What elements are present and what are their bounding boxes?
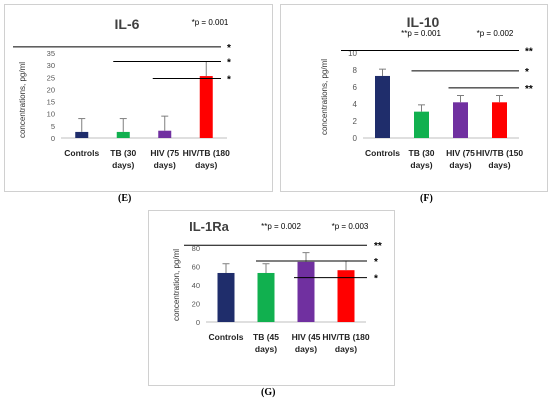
- category-label: days): [449, 160, 471, 170]
- y-tick-label: 30: [47, 61, 55, 70]
- bar-4: [337, 270, 355, 322]
- chart-panel-il10: IL-10 **p = 0.001 *p = 0.002 concentrations…: [280, 4, 548, 192]
- y-tick-label: 10: [47, 110, 55, 119]
- category-label: HIV/TB (180: [322, 332, 370, 342]
- y-tick-label: 15: [47, 98, 55, 107]
- y-axis-label: concentration, pg/ml: [172, 249, 181, 321]
- category-label: HIV (75: [150, 148, 179, 158]
- p-value-label: *p = 0.001: [192, 18, 229, 27]
- chart-panel-il1ra: IL-1Ra **p = 0.002 *p = 0.003 concentration…: [148, 210, 395, 386]
- p-value-label: **p = 0.001: [401, 29, 441, 38]
- bar-1: [217, 272, 235, 322]
- y-axis-label: concentrations, pg/ml: [18, 62, 27, 138]
- category-label: Controls: [64, 148, 99, 158]
- chart-title: IL-1Ra: [189, 219, 230, 234]
- category-label: days): [195, 160, 217, 170]
- p-value-label: *p = 0.002: [477, 29, 514, 38]
- y-axis-label: concentrations, pg/ml: [320, 59, 329, 135]
- significance-mark: **: [525, 46, 533, 57]
- category-label: days): [112, 160, 134, 170]
- category-label: days): [410, 160, 432, 170]
- chart-title: IL-6: [115, 16, 140, 32]
- significance-mark: *: [374, 274, 378, 285]
- caption-f: (F): [420, 193, 433, 204]
- bar-4: [199, 76, 213, 138]
- y-tick-label: 0: [196, 318, 200, 327]
- y-tick-label: 4: [353, 100, 358, 109]
- category-label: days): [154, 160, 176, 170]
- category-label: days): [488, 160, 510, 170]
- category-label: HIV (75: [446, 148, 475, 158]
- il1ra-chart-svg: IL-1Ra **p = 0.002 *p = 0.003 concentration…: [172, 219, 382, 354]
- significance-mark: **: [525, 84, 533, 95]
- y-tick-label: 0: [353, 134, 358, 143]
- chart-title: IL-10: [407, 14, 440, 30]
- caption-g: (G): [261, 387, 276, 398]
- il10-chart-svg: IL-10**p = 0.001 *p = 0.002 concentrations…: [320, 14, 533, 170]
- p-value-label: *p = 0.003: [332, 222, 369, 231]
- category-label: TB (30: [409, 148, 435, 158]
- bar-3: [158, 130, 172, 138]
- y-tick-label: 0: [51, 134, 55, 143]
- y-tick-label: 10: [348, 49, 357, 58]
- bar-3: [453, 102, 468, 138]
- y-tick-label: 5: [51, 122, 55, 131]
- bar-2: [116, 131, 130, 138]
- y-tick-label: 20: [47, 85, 55, 94]
- bar-4: [492, 102, 507, 138]
- category-label: TB (45: [253, 332, 279, 342]
- category-label: HIV/TB (180: [183, 148, 231, 158]
- p-value-label: **p = 0.002: [261, 222, 301, 231]
- y-tick-label: 40: [192, 281, 200, 290]
- category-label: Controls: [365, 148, 400, 158]
- bar-3: [297, 261, 315, 322]
- category-label: HIV/TB (150: [476, 148, 524, 158]
- y-tick-label: 35: [47, 49, 55, 58]
- chart-panel-il6: IL-6 *p = 0.001 concentrations, pg/ml 0 5 10 1…: [4, 4, 273, 192]
- y-tick-label: 60: [192, 263, 200, 272]
- category-label: TB (30: [110, 148, 136, 158]
- category-label: days): [255, 344, 277, 354]
- significance-mark: **: [374, 241, 382, 252]
- bar-2: [257, 272, 275, 322]
- il6-chart-svg: IL-6 *p = 0.001 concentrations, pg/ml 0 5 10 1…: [13, 16, 231, 170]
- y-tick-label: 6: [353, 83, 358, 92]
- significance-mark: *: [227, 43, 231, 54]
- bar-1: [375, 75, 390, 138]
- category-label: days): [335, 344, 357, 354]
- category-label: days): [295, 344, 317, 354]
- y-tick-label: 80: [192, 244, 200, 253]
- y-tick-label: 2: [353, 117, 358, 126]
- y-tick-label: 20: [192, 300, 200, 309]
- caption-e: (E): [118, 193, 132, 204]
- significance-mark: *: [525, 67, 529, 78]
- bar-1: [75, 131, 89, 138]
- category-label: HIV (45: [292, 332, 321, 342]
- y-tick-label: 25: [47, 73, 55, 82]
- significance-mark: *: [227, 58, 231, 69]
- significance-mark: *: [374, 257, 378, 268]
- y-tick-label: 8: [353, 66, 358, 75]
- bar-2: [414, 111, 429, 138]
- category-label: Controls: [209, 332, 244, 342]
- significance-mark: *: [227, 75, 231, 86]
